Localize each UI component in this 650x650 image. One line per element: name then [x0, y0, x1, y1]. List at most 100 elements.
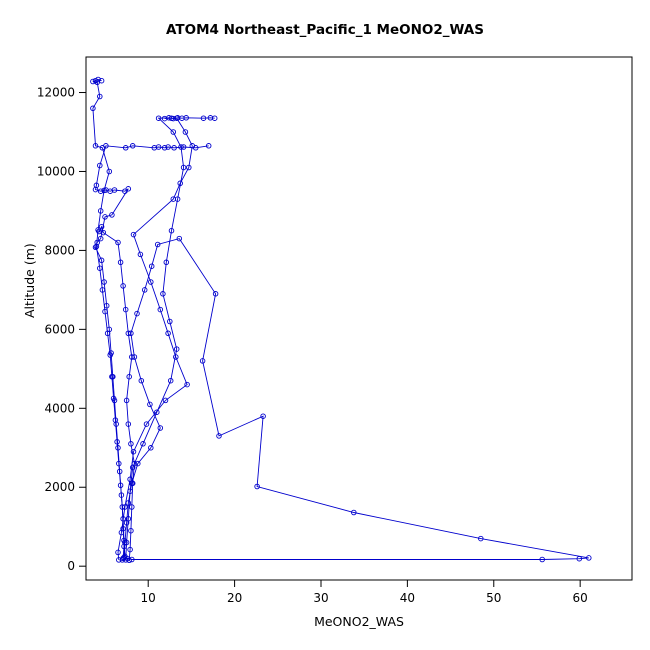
profile-segment-3-point — [106, 326, 113, 333]
x-tick-label: 60 — [573, 591, 588, 605]
profile-segment-5-point — [173, 354, 179, 360]
profile-segment-2-point — [160, 291, 166, 297]
x-tick-label: 50 — [486, 591, 501, 605]
profile-segment-6-point — [98, 223, 105, 230]
profile-segment-4-point — [148, 263, 155, 269]
profile-segment-6-point — [128, 441, 134, 447]
profile-segment-3-point — [115, 445, 121, 451]
x-tick-label: 20 — [227, 591, 242, 605]
profile-segment-3-point — [171, 145, 177, 151]
profile-segment-4-point — [141, 287, 148, 293]
profile-segment-6-point — [128, 527, 134, 534]
profile-segment-4-point — [539, 556, 545, 563]
y-tick-label: 4000 — [44, 401, 75, 415]
profile-segment-2-point — [168, 227, 175, 234]
profile-segment-5-point — [184, 381, 190, 388]
profile-segment-3-point — [97, 235, 104, 242]
profile-segment-4-point — [199, 358, 206, 364]
profile-segment-6-point — [115, 239, 121, 246]
profile-segment-3-point — [92, 244, 99, 251]
profile-segment-6-point — [125, 421, 132, 427]
profile-segment-6-line — [98, 225, 135, 561]
profile-segment-1-point — [95, 76, 101, 83]
profile-segment-2-point — [163, 259, 170, 266]
profile-segment-2-point — [200, 115, 207, 121]
profile-segment-5-point — [161, 115, 168, 122]
profile-segment-2-point — [170, 129, 177, 135]
profile-segment-3-point — [108, 350, 114, 356]
profile-segment-4-point — [157, 425, 164, 431]
profile-segment-3-point — [118, 492, 125, 498]
x-tick-label: 30 — [313, 591, 328, 605]
y-tick-label: 2000 — [44, 480, 75, 494]
profile-segment-5-point — [162, 397, 169, 404]
profile-segment-3-point — [161, 145, 168, 151]
profile-segment-6-point — [126, 373, 132, 380]
profile-segment-4-point — [254, 483, 260, 490]
profile-segment-3-point — [151, 145, 158, 151]
profile-segment-4-point — [123, 520, 130, 526]
profile-segment-4-point — [216, 433, 222, 439]
profile-segment-5-point — [165, 330, 171, 337]
profile-segment-5-point — [173, 115, 180, 121]
profile-segment-4-point — [121, 554, 127, 561]
profile-segment-2-point — [155, 115, 162, 121]
y-tick-label: 12000 — [37, 86, 75, 100]
profile-segment-6-point — [131, 460, 138, 467]
profile-segment-3-point — [125, 186, 132, 192]
profile-segment-5-line — [117, 117, 193, 560]
profile-segment-3-point — [180, 144, 187, 150]
profile-segment-5-point — [182, 129, 189, 135]
profile-segment-2-point — [183, 115, 189, 121]
profile-segment-3-point — [111, 397, 118, 404]
profile-segment-2-point — [180, 164, 187, 171]
profile-segment-4-point — [138, 377, 145, 384]
profile-segment-4-point — [135, 460, 141, 467]
profile-segment-4-point — [260, 413, 266, 419]
profile-segment-4-point — [586, 555, 592, 561]
profile-segment-3-point — [109, 212, 115, 218]
profile-segment-4-point — [351, 509, 357, 516]
profile-segment-3-line — [94, 145, 209, 557]
profile-segment-2-point — [167, 318, 173, 325]
profile-segment-5-point — [143, 421, 150, 427]
y-tick-label: 6000 — [44, 322, 75, 336]
profile-segment-5-point — [127, 476, 133, 483]
profile-segment-6-point — [127, 546, 133, 553]
x-tick-label: 40 — [400, 591, 415, 605]
profile-segment-5-point — [116, 557, 122, 563]
profile-segment-3-point — [110, 373, 116, 380]
profile-segment-3-point — [116, 468, 123, 475]
profile-segment-3-point — [94, 239, 100, 246]
profile-segment-1-point — [92, 143, 99, 149]
profile-segment-3-point — [101, 279, 107, 285]
profile-segment-3-point — [111, 187, 118, 193]
profile-segment-5-point — [157, 306, 164, 313]
profile-segment-2-point — [211, 115, 218, 121]
profile-segment-1-point — [94, 79, 100, 86]
profile-segment-3-point — [92, 186, 99, 193]
profile-segment-4-point — [212, 291, 219, 297]
profile-segment-3-point — [113, 421, 119, 427]
profile-segment-5-point — [168, 115, 175, 121]
profile-segment-6-point — [129, 504, 135, 510]
profile-segment-2-point — [154, 409, 160, 415]
profile-segment-4-point — [154, 241, 161, 248]
plot-box — [85, 56, 633, 581]
profile-segment-3-point — [98, 257, 105, 264]
y-tick-label: 10000 — [37, 164, 75, 178]
profile-segment-1-point — [106, 168, 113, 175]
profile-segment-1-point — [97, 208, 104, 214]
profile-segment-3-point — [103, 302, 110, 309]
profile-segment-5-point — [186, 164, 192, 171]
profile-segment-4-line — [122, 238, 589, 561]
profile-segment-2-point — [173, 346, 180, 352]
profile-segment-6-point — [129, 354, 135, 360]
profile-segment-5-point — [130, 448, 137, 455]
profile-segment-4-point — [148, 445, 154, 451]
profile-segment-4-point — [478, 535, 484, 542]
profile-segment-1-point — [92, 77, 99, 84]
profile-segment-4-point — [122, 539, 128, 546]
profile-segment-2-point — [167, 377, 174, 384]
